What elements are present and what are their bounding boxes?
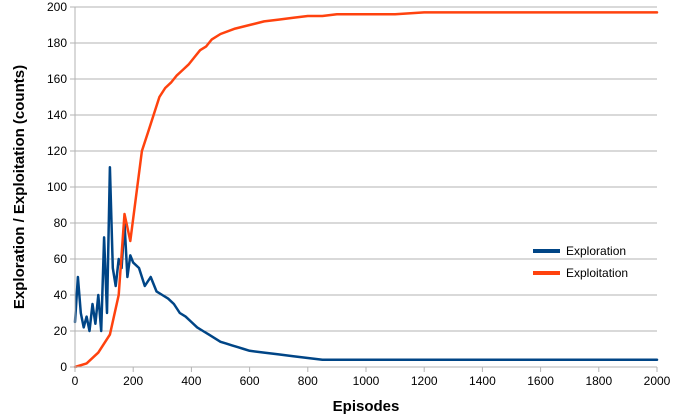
x-tick-label: 0 <box>72 374 79 388</box>
legend-label-exploration: Exploration <box>566 244 626 258</box>
series-line-exploration <box>73 165 659 362</box>
y-tick-label: 120 <box>47 144 67 158</box>
x-tick-label: 200 <box>123 374 143 388</box>
gridlines <box>75 6 657 368</box>
y-tick-label: 160 <box>47 72 67 86</box>
x-tick-label: 1800 <box>585 374 612 388</box>
x-tick-label: 800 <box>298 374 318 388</box>
y-tick-label: 80 <box>54 216 68 230</box>
legend-label-exploitation: Exploitation <box>566 266 628 280</box>
x-tick-label: 1000 <box>353 374 380 388</box>
series-line-exploitation <box>73 11 659 369</box>
legend: Exploration Exploitation <box>533 244 628 280</box>
y-tick-label: 40 <box>54 288 68 302</box>
x-tick-label: 400 <box>181 374 201 388</box>
y-tick-label: 100 <box>47 180 67 194</box>
y-tick-label: 180 <box>47 36 67 50</box>
axes <box>70 6 658 372</box>
x-tick-label: 1200 <box>411 374 438 388</box>
x-tick-label: 600 <box>240 374 260 388</box>
x-axis-label: Episodes <box>333 398 400 414</box>
y-tick-label: 200 <box>47 0 67 14</box>
y-axis-label: Exploration / Exploitation (counts) <box>11 65 28 309</box>
series-lines <box>73 11 659 369</box>
x-tick-label: 2000 <box>644 374 671 388</box>
x-tick-label: 1400 <box>469 374 496 388</box>
y-tick-label: 20 <box>54 324 68 338</box>
x-tick-label: 1600 <box>527 374 554 388</box>
y-tick-label: 0 <box>60 360 67 374</box>
y-tick-label: 60 <box>54 252 68 266</box>
y-tick-label: 140 <box>47 108 67 122</box>
